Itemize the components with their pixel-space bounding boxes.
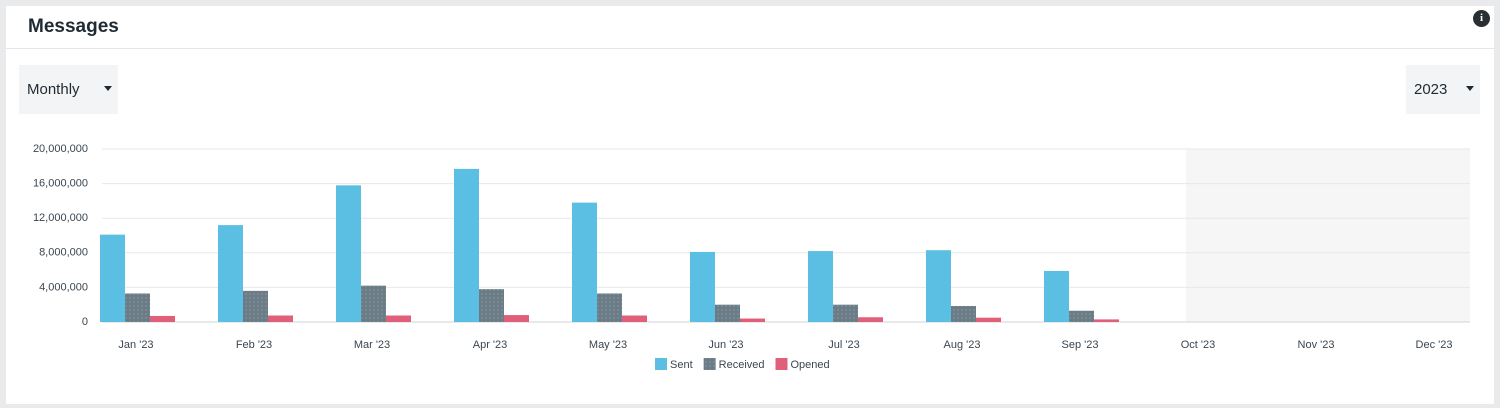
- bar: [833, 304, 858, 322]
- x-tick-label: Jan '23: [118, 339, 153, 351]
- x-tick-label: Nov '23: [1298, 339, 1335, 351]
- year-value: 2023: [1414, 81, 1448, 98]
- bar: [218, 225, 243, 322]
- bar: [386, 315, 411, 322]
- x-tick-label: Apr '23: [473, 339, 508, 351]
- bar: [572, 202, 597, 322]
- period-dropdown[interactable]: Monthly: [19, 65, 118, 114]
- y-tick-label: 4,000,000: [39, 281, 88, 293]
- bar: [243, 290, 268, 322]
- bar: [125, 293, 150, 322]
- bar: [690, 251, 715, 322]
- x-tick-label: Jul '23: [828, 339, 859, 351]
- bar: [715, 304, 740, 322]
- bar: [454, 168, 479, 322]
- y-tick-label: 16,000,000: [33, 178, 88, 190]
- x-tick-label: Dec '23: [1416, 339, 1453, 351]
- bar: [100, 234, 125, 322]
- bar: [808, 251, 833, 322]
- future-region: [1186, 149, 1470, 322]
- bar: [504, 315, 529, 322]
- bar: [336, 185, 361, 322]
- legend-label: Received: [719, 359, 765, 371]
- bar: [268, 315, 293, 322]
- divider: [6, 48, 1494, 49]
- legend-swatch-pattern: [703, 358, 716, 370]
- bar: [597, 293, 622, 322]
- x-tick-label: Oct '23: [1181, 339, 1216, 351]
- year-dropdown[interactable]: 2023: [1406, 65, 1480, 114]
- period-value: Monthly: [27, 81, 80, 98]
- x-tick-label: Feb '23: [236, 339, 272, 351]
- bar: [361, 285, 386, 322]
- legend-label: Opened: [791, 359, 830, 371]
- x-tick-label: Sep '23: [1062, 339, 1099, 351]
- legend-swatch: [775, 358, 788, 370]
- bar: [479, 289, 504, 322]
- bar: [1044, 270, 1069, 322]
- legend-swatch: [655, 358, 667, 370]
- y-tick-label: 0: [82, 316, 88, 328]
- x-tick-label: May '23: [589, 339, 627, 351]
- y-tick-label: 12,000,000: [33, 212, 88, 224]
- bar: [1094, 319, 1119, 322]
- bar: [926, 250, 951, 322]
- bar: [1069, 310, 1094, 322]
- x-tick-label: Jun '23: [708, 339, 743, 351]
- bar: [858, 317, 883, 322]
- y-tick-label: 20,000,000: [33, 143, 88, 155]
- x-tick-label: Aug '23: [944, 339, 981, 351]
- y-tick-label: 8,000,000: [39, 247, 88, 259]
- bar: [951, 305, 976, 322]
- x-tick-label: Mar '23: [354, 339, 390, 351]
- bar: [976, 317, 1001, 322]
- bar: [150, 315, 175, 322]
- info-icon[interactable]: i: [1473, 10, 1490, 27]
- bar: [622, 315, 647, 322]
- legend-label: Sent: [670, 359, 693, 371]
- card-title: Messages: [28, 16, 119, 37]
- bar: [740, 318, 765, 322]
